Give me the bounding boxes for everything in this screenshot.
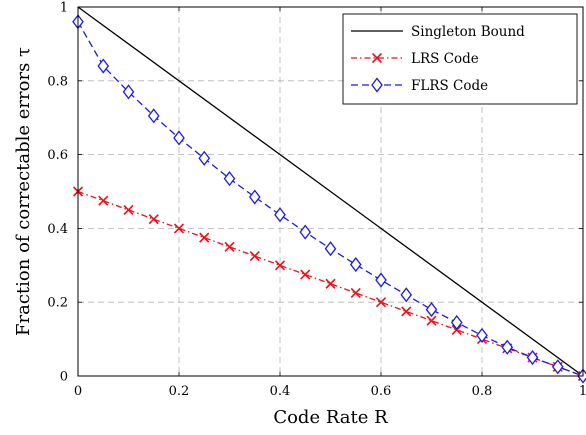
legend: Singleton Bound LRS Code FLRS Code [342, 13, 578, 105]
data-point-diamond-marker [248, 189, 261, 205]
legend-label: FLRS Code [411, 78, 488, 94]
x-tick-label: 0.2 [169, 384, 190, 399]
data-point-x-marker [300, 269, 311, 280]
data-point-diamond-marker [400, 287, 413, 303]
data-point-x-marker [325, 278, 336, 289]
data-point-diamond-marker [375, 272, 387, 288]
data-point-diamond-marker [122, 84, 135, 100]
data-point-diamond-marker [425, 302, 438, 318]
legend-item: Singleton Bound [351, 24, 525, 40]
data-point-diamond-marker [450, 314, 463, 331]
plot-frame [77, 6, 584, 377]
legend-item: FLRS Code [351, 77, 488, 94]
ticks: 0 0.2 0.4 0.6 0.8 1 0 0.2 0.4 0.6 0.8 1 [47, 1, 586, 400]
series-singleton-bound [77, 6, 584, 377]
series-layer [72, 6, 586, 384]
y-tick-label: 1 [60, 1, 68, 16]
data-point-x-marker [173, 223, 185, 234]
legend-item: LRS Code [351, 51, 479, 67]
data-point-diamond-marker [551, 359, 564, 375]
data-point-diamond-marker [371, 77, 383, 93]
y-tick-label: 0.6 [47, 148, 68, 163]
y-tick-label: 0 [60, 370, 68, 385]
x-tick-label: 0.8 [472, 384, 493, 399]
data-point-diamond-marker [476, 327, 488, 343]
data-point-diamond-marker [274, 207, 286, 223]
data-point-x-marker [375, 297, 387, 308]
legend-box [342, 13, 578, 105]
y-tick-label: 0.4 [47, 222, 68, 237]
series-line [77, 190, 584, 377]
data-point-x-marker [123, 204, 134, 216]
data-point-diamond-marker [324, 241, 337, 257]
data-point-diamond-marker [501, 339, 514, 355]
y-tick-label: 0.8 [47, 74, 68, 89]
data-point-diamond-marker [97, 58, 110, 74]
data-point-x-marker [98, 195, 109, 206]
data-point-x-marker [371, 52, 383, 64]
series-flrs-code [72, 14, 586, 384]
x-tick-label: 1 [579, 384, 586, 399]
data-point-diamond-marker [173, 130, 185, 146]
data-point-x-marker [249, 251, 260, 262]
x-tick-label: 0.4 [270, 384, 291, 399]
x-tick-label: 0 [74, 384, 82, 399]
x-tick-label: 0.6 [371, 384, 392, 399]
data-point-diamond-marker [526, 349, 539, 366]
series-line [77, 6, 584, 377]
data-point-x-marker [426, 315, 437, 326]
legend-label: Singleton Bound [411, 24, 525, 40]
data-point-diamond-marker [147, 108, 160, 124]
data-point-x-marker [224, 241, 235, 252]
data-point-diamond-marker [299, 224, 312, 240]
data-point-diamond-marker [198, 150, 211, 166]
data-point-x-marker [148, 214, 159, 225]
y-axis-title: Fraction of correctable errors τ [13, 47, 34, 336]
data-point-x-marker [199, 232, 210, 243]
data-point-diamond-marker [223, 171, 236, 187]
data-point-diamond-marker [349, 256, 362, 273]
data-point-x-marker [350, 287, 361, 299]
x-axis-title: Code Rate R [273, 407, 388, 428]
legend-label: LRS Code [411, 51, 479, 67]
y-tick-label: 0.2 [47, 296, 68, 311]
data-point-x-marker [274, 260, 286, 271]
data-point-x-marker [401, 306, 412, 317]
